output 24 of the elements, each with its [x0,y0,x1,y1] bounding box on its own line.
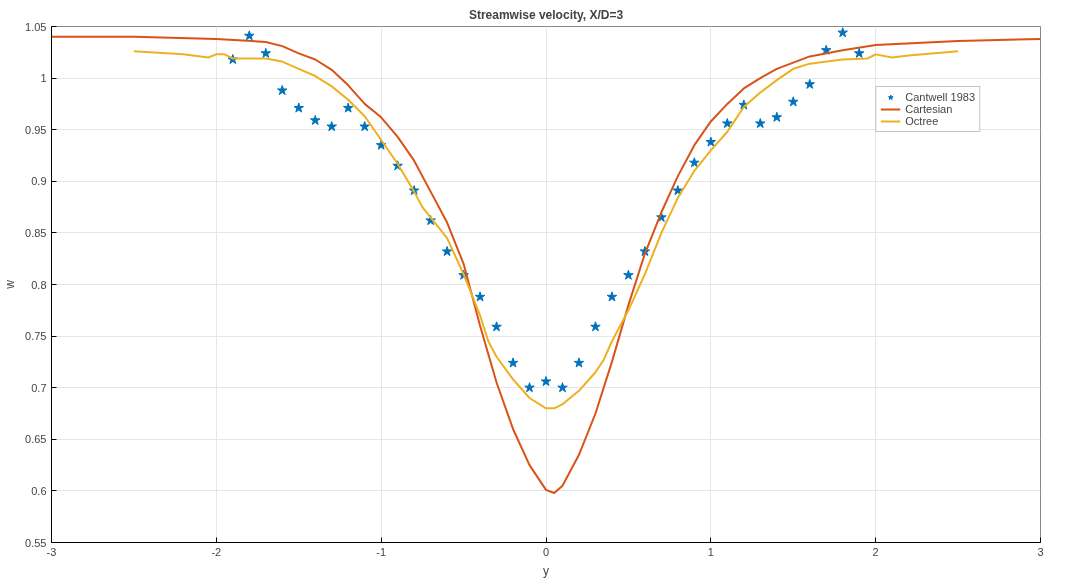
chart-title: Streamwise velocity, X/D=3 [468,7,624,22]
y-tick-label: 0.9 [31,175,47,188]
y-tick-label: 0.6 [31,484,47,497]
y-tick-label: 0.65 [25,433,47,446]
y-axis-title: w [3,279,18,290]
y-tick-label: 0.95 [25,123,47,136]
legend-label: Cartesian [905,103,953,115]
x-tick-label: -2 [211,545,222,558]
y-tick-label: 0.85 [25,226,47,239]
x-tick-label: 3 [1037,545,1044,558]
y-tick-label: 1 [40,72,47,85]
legend-label: Cantwell 1983 [905,91,975,103]
legend-label: Octree [905,115,939,127]
x-tick-label: -1 [376,545,387,558]
y-tick-label: 0.7 [31,381,47,394]
x-tick-label: -3 [46,545,57,558]
x-axis-title: y [543,563,549,578]
y-tick-label: 0.75 [25,330,47,343]
y-tick-label: 0.55 [25,536,47,549]
x-tick-label: 1 [707,545,714,558]
x-tick-label: 2 [872,545,879,558]
x-tick-label: 0 [542,545,550,558]
y-tick-label: 1.05 [25,20,47,33]
y-tick-label: 0.8 [31,278,47,291]
